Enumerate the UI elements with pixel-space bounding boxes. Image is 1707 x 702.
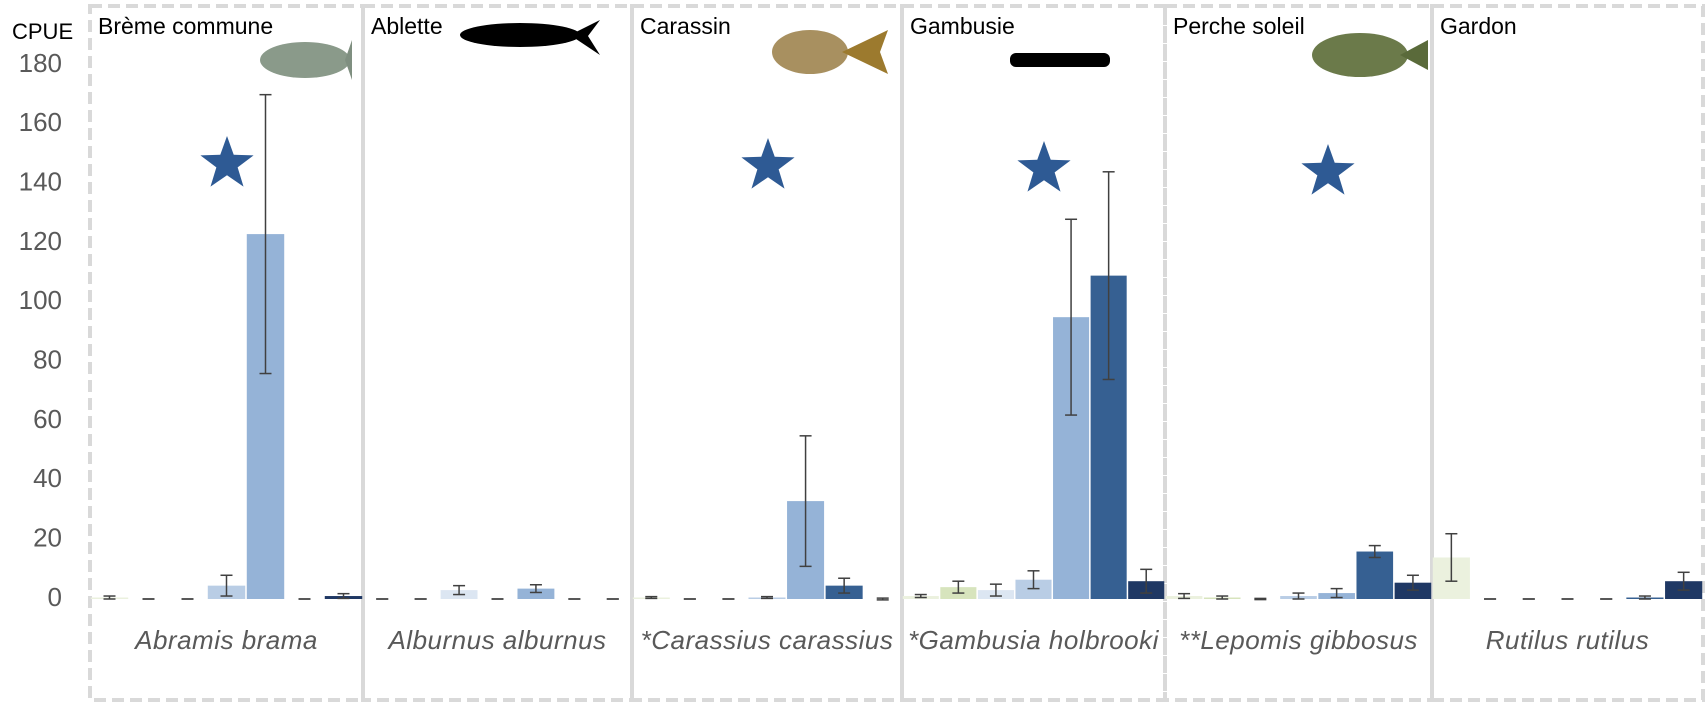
star — [1017, 141, 1070, 192]
error-bar — [877, 598, 889, 600]
y-tick-label: 120 — [19, 226, 62, 256]
y-tick-label: 100 — [19, 285, 62, 315]
bar — [1356, 552, 1393, 599]
y-tick-label: 180 — [19, 48, 62, 78]
panel-title: Gambusie — [910, 13, 1015, 39]
y-tick-label: 80 — [33, 345, 62, 375]
chart: 0 20 40 60 80 100 120 140 160 180 CPUE Brème commun… — [0, 0, 1707, 702]
species-label: *Gambusia holbrooki — [902, 622, 1165, 658]
fish-icon — [345, 40, 352, 80]
fish-icon — [460, 23, 580, 47]
y-tick-label: 0 — [48, 582, 62, 612]
fish-icon — [570, 20, 600, 55]
star — [200, 136, 253, 187]
fish-icon — [1312, 33, 1408, 77]
significance-stars — [200, 136, 1354, 195]
species-label: *Carassius carassius — [632, 622, 902, 658]
star — [1301, 144, 1354, 195]
panel-title: Brème commune — [98, 13, 273, 39]
error-bar — [1254, 598, 1266, 599]
panel-frame — [1432, 6, 1703, 700]
fish-icon — [1400, 40, 1428, 70]
fish-icon — [772, 30, 848, 74]
figure: 0 20 40 60 80 100 120 140 160 180 CPUE Brème commun… — [0, 0, 1707, 702]
panel-title: Gardon — [1440, 13, 1517, 39]
species-label: Abramis brama — [90, 622, 363, 658]
star — [741, 138, 794, 189]
panel-title: Perche soleil — [1173, 13, 1305, 39]
y-tick-label: 40 — [33, 463, 62, 493]
fish-icon — [260, 42, 350, 78]
y-tick-label: 60 — [33, 404, 62, 434]
species-label: Alburnus alburnus — [363, 622, 632, 658]
fish-icon — [1010, 53, 1110, 67]
species-label: **Lepomis gibbosus — [1165, 622, 1432, 658]
species-label: Rutilus rutilus — [1432, 622, 1703, 658]
y-tick-label: 140 — [19, 167, 62, 197]
y-tick-label: 20 — [33, 523, 62, 553]
y-tick-label: 160 — [19, 107, 62, 137]
panel-frame — [363, 6, 632, 700]
y-axis-label: CPUE — [12, 19, 73, 44]
fish-icon — [842, 30, 888, 74]
panel-title: Carassin — [640, 13, 731, 39]
panel-title: Ablette — [371, 13, 443, 39]
